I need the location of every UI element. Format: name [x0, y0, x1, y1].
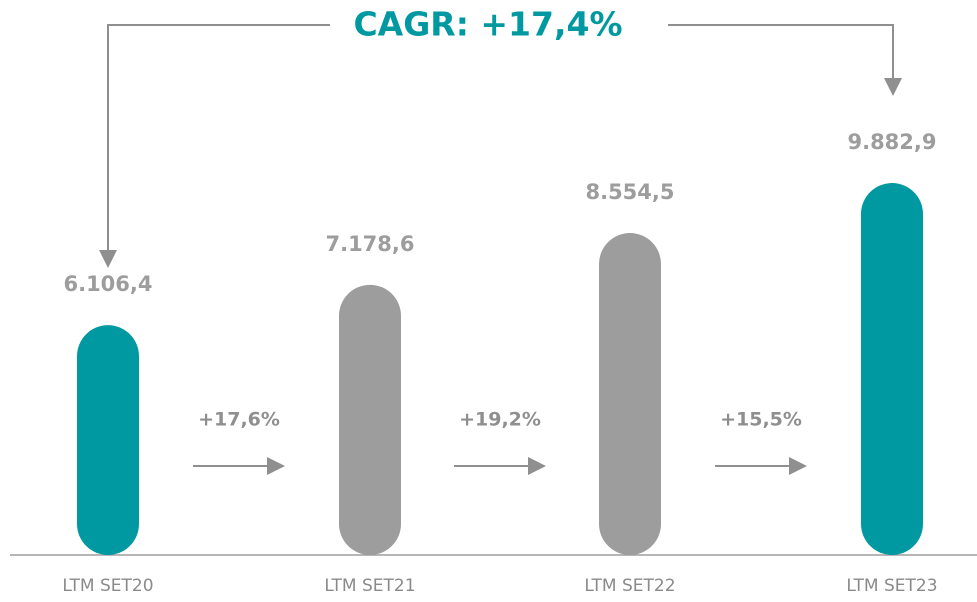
value-label: 9.882,9: [847, 130, 936, 154]
cagr-bracket: [107, 24, 894, 252]
bar: [861, 183, 923, 555]
arrowhead: [99, 250, 117, 268]
x-tick-label: LTM SET23: [846, 576, 937, 596]
bracket-right: [668, 24, 894, 80]
growth-label: +19,2%: [459, 409, 541, 431]
chart-title: CAGR: +17,4%: [353, 5, 622, 44]
growth-label: +15,5%: [720, 409, 802, 431]
growth-arrowhead: [267, 457, 285, 475]
x-tick-label: LTM SET21: [324, 576, 415, 596]
bar: [599, 233, 661, 555]
x-tick-label: LTM SET22: [584, 576, 675, 596]
value-label: 6.106,4: [63, 272, 152, 296]
value-label: 7.178,6: [325, 232, 414, 256]
growth-label: +17,6%: [198, 409, 280, 431]
bar: [339, 284, 401, 555]
bar: [77, 325, 139, 555]
growth-arrowhead: [528, 457, 546, 475]
growth-arrowhead: [789, 457, 807, 475]
value-label: 8.554,5: [585, 180, 674, 204]
arrowhead: [884, 78, 902, 96]
bracket-left: [107, 24, 330, 252]
x-tick-label: LTM SET20: [62, 576, 153, 596]
